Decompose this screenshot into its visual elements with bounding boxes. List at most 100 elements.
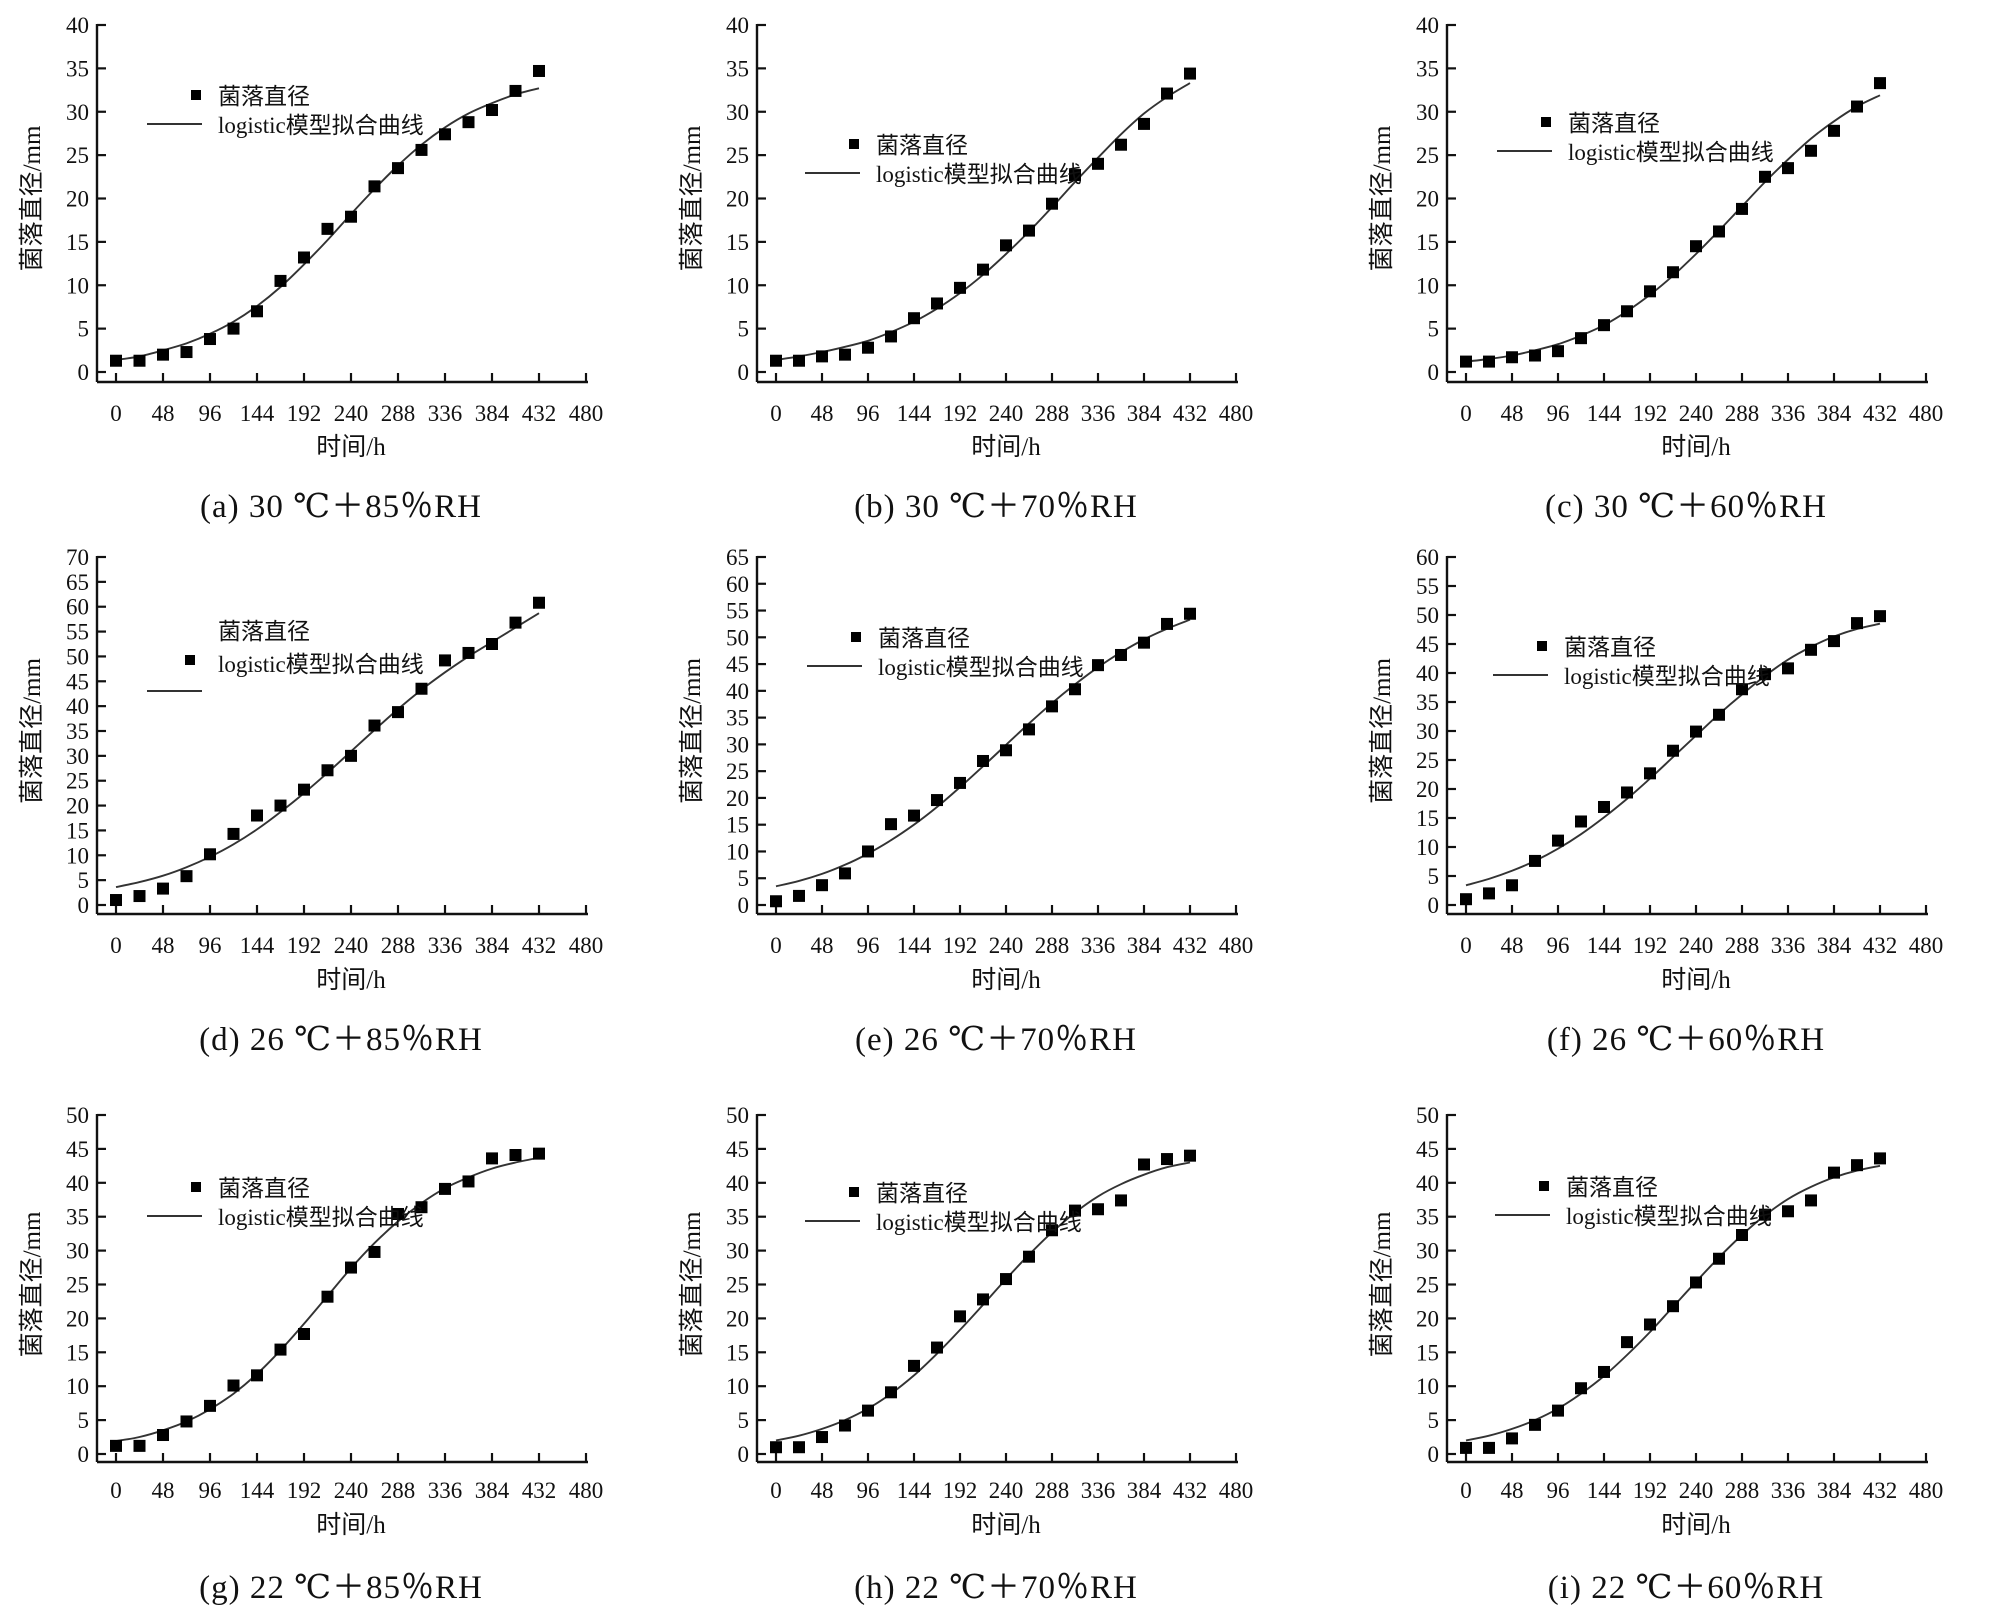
- x-tick-label: 0: [110, 933, 122, 958]
- y-tick-label: 30: [1416, 1239, 1439, 1264]
- legend-label-points: 菌落直径: [1568, 111, 1660, 136]
- x-tick-label: 240: [1679, 1478, 1714, 1503]
- x-tick-label: 336: [428, 933, 463, 958]
- y-tick-label: 50: [66, 644, 89, 669]
- y-tick-label: 0: [738, 893, 750, 918]
- data-point: [977, 754, 989, 767]
- data-point: [509, 1149, 522, 1162]
- legend: 菌落直径 logistic模型拟合曲线: [147, 1176, 424, 1230]
- x-tick-label: 288: [1035, 401, 1070, 426]
- data-point: [1874, 77, 1886, 90]
- x-tick-label: 192: [943, 401, 978, 426]
- y-tick-label: 40: [1416, 1171, 1439, 1196]
- data-point: [862, 845, 874, 858]
- x-tick-label: 96: [199, 1478, 222, 1503]
- data-point: [462, 646, 475, 659]
- x-tick-label: 96: [857, 1478, 880, 1503]
- x-tick-label: 384: [1817, 1478, 1852, 1503]
- legend: 菌落直径 logistic模型拟合曲线: [805, 133, 1082, 187]
- data-point: [1000, 744, 1012, 757]
- y-tick-label: 40: [66, 1171, 89, 1196]
- y-tick-label: 15: [66, 818, 89, 843]
- x-tick-label: 480: [1219, 933, 1254, 958]
- data-point: [274, 1343, 287, 1356]
- data-point: [1046, 197, 1058, 210]
- x-tick-label: 96: [199, 933, 222, 958]
- data-point: [1598, 319, 1610, 332]
- data-point: [931, 1341, 943, 1354]
- data-point: [1023, 723, 1035, 736]
- x-tick-label: 288: [1035, 1478, 1070, 1503]
- x-axis-title: 时间/h: [1661, 1511, 1731, 1539]
- y-tick-label: 60: [726, 572, 749, 597]
- y-tick-label: 40: [726, 1171, 749, 1196]
- data-point: [1184, 607, 1196, 620]
- y-tick-label: 30: [66, 1239, 89, 1264]
- data-point: [1644, 1318, 1656, 1331]
- y-axis-title: 菌落直径/mm: [18, 1211, 46, 1357]
- data-point: [509, 616, 522, 629]
- y-tick-label: 30: [1416, 100, 1439, 125]
- data-point: [133, 354, 146, 367]
- x-tick-label: 192: [1633, 401, 1668, 426]
- y-tick-label: 40: [1416, 13, 1439, 38]
- x-axis-title: 时间/h: [316, 1511, 386, 1539]
- x-tick-label: 48: [152, 1478, 175, 1503]
- y-tick-label: 35: [726, 1205, 749, 1230]
- y-tick-label: 25: [726, 143, 749, 168]
- x-tick-label: 240: [989, 1478, 1024, 1503]
- data-point: [415, 682, 428, 695]
- data-point: [954, 776, 966, 789]
- y-tick-label: 10: [66, 843, 89, 868]
- legend-label-line: logistic模型拟合曲线: [218, 1205, 424, 1230]
- y-tick-label: 10: [1416, 1374, 1439, 1399]
- y-tick-label: 15: [66, 230, 89, 255]
- x-tick-label: 0: [1460, 933, 1472, 958]
- x-tick-label: 432: [522, 933, 557, 958]
- panel-caption: (i) 22 ℃＋60％RH: [1548, 1570, 1824, 1606]
- data-point: [1667, 744, 1679, 757]
- y-tick-label: 45: [1416, 632, 1439, 657]
- x-tick-label: 0: [770, 1478, 782, 1503]
- y-tick-label: 25: [1416, 143, 1439, 168]
- x-tick-label: 96: [1547, 401, 1570, 426]
- x-tick-label: 480: [1219, 401, 1254, 426]
- data-point: [110, 354, 122, 367]
- data-point: [1552, 345, 1564, 358]
- x-tick-label: 288: [381, 1478, 416, 1503]
- y-tick-label: 0: [78, 1442, 90, 1467]
- y-tick-label: 20: [66, 794, 89, 819]
- y-tick-label: 35: [1416, 56, 1439, 81]
- y-tick-label: 15: [726, 1340, 749, 1365]
- data-point: [1644, 767, 1656, 780]
- x-tick-label: 240: [989, 933, 1024, 958]
- data-point: [862, 1404, 874, 1417]
- x-tick-label: 0: [770, 933, 782, 958]
- data-point: [274, 799, 287, 812]
- data-point: [392, 1207, 404, 1220]
- data-point: [1529, 349, 1541, 362]
- data-point: [1575, 332, 1587, 345]
- panel-caption: (c) 30 ℃＋60％RH: [1545, 489, 1827, 525]
- legend-marker-icon: [1541, 117, 1551, 127]
- legend-marker-icon: [1539, 1181, 1549, 1191]
- data-point: [1828, 124, 1840, 137]
- data-point: [1851, 100, 1863, 113]
- y-tick-label: 35: [66, 1205, 89, 1230]
- y-tick-label: 35: [66, 719, 89, 744]
- data-point: [251, 809, 263, 822]
- x-tick-label: 432: [1863, 933, 1898, 958]
- data-point: [392, 162, 404, 175]
- data-point: [1460, 355, 1472, 368]
- x-tick-label: 432: [522, 1478, 557, 1503]
- data-point: [954, 281, 966, 294]
- legend-marker-icon: [191, 90, 201, 100]
- data-point: [1874, 1152, 1886, 1165]
- y-tick-label: 40: [1416, 661, 1439, 686]
- data-point: [1092, 659, 1104, 672]
- panel-caption: (g) 22 ℃＋85％RH: [199, 1570, 483, 1606]
- data-point: [298, 1327, 310, 1340]
- data-point: [1184, 1149, 1196, 1162]
